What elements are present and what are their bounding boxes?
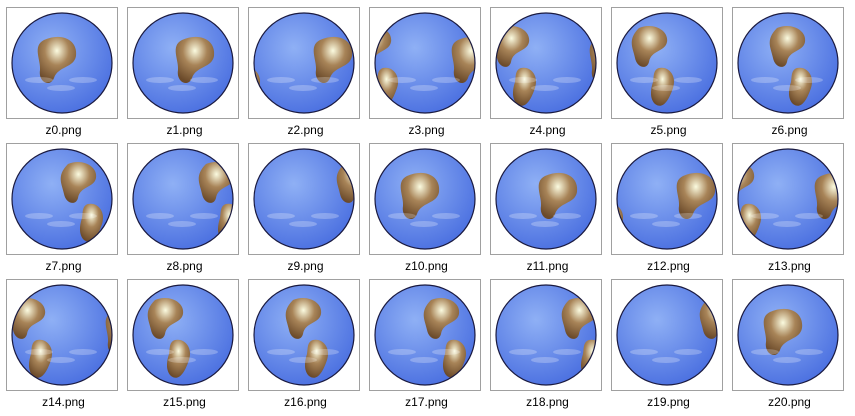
globe-asia-africa-icon	[737, 148, 839, 250]
file-name-label: z9.png	[287, 259, 324, 273]
file-name-label: z18.png	[526, 395, 569, 409]
file-name-label: z17.png	[405, 395, 448, 409]
file-thumbnail[interactable]	[611, 279, 723, 391]
file-name-label: z14.png	[42, 395, 85, 409]
globe-africa-europe-icon	[374, 284, 476, 386]
file-item[interactable]: z16.png	[245, 279, 366, 415]
globe-asia-australia-icon	[132, 148, 234, 250]
file-name-label: z16.png	[284, 395, 327, 409]
file-thumbnail[interactable]	[6, 143, 118, 255]
file-item[interactable]: z6.png	[729, 7, 850, 143]
file-item[interactable]: z7.png	[3, 143, 124, 279]
file-thumbnail[interactable]	[490, 279, 602, 391]
globe-atlantic-icon	[495, 284, 597, 386]
globe-pacific-icon	[737, 12, 839, 114]
globe-pacific-icon	[495, 12, 597, 114]
file-name-label: z10.png	[405, 259, 448, 273]
file-thumbnail[interactable]	[369, 279, 481, 391]
file-name-label: z15.png	[163, 395, 206, 409]
globe-pacific-icon	[616, 12, 718, 114]
file-thumbnail[interactable]	[732, 143, 844, 255]
file-item[interactable]: z8.png	[124, 143, 245, 279]
file-item[interactable]: z13.png	[729, 143, 850, 279]
file-item[interactable]: z5.png	[608, 7, 729, 143]
globe-africa-icon	[132, 284, 234, 386]
file-thumbnail[interactable]	[127, 143, 239, 255]
file-thumbnail[interactable]	[248, 279, 360, 391]
file-thumbnail[interactable]	[732, 7, 844, 119]
file-item[interactable]: z1.png	[124, 7, 245, 143]
file-name-label: z3.png	[408, 123, 445, 137]
globe-pacific-icon	[374, 12, 476, 114]
globe-asia-icon	[495, 148, 597, 250]
file-thumbnail[interactable]	[490, 7, 602, 119]
file-name-label: z19.png	[647, 395, 690, 409]
file-thumbnail[interactable]	[248, 7, 360, 119]
globe-north-america-pacific-icon	[253, 12, 355, 114]
file-thumbnail[interactable]	[369, 143, 481, 255]
file-thumbnail[interactable]	[127, 279, 239, 391]
file-thumbnail[interactable]	[6, 279, 118, 391]
file-name-label: z0.png	[45, 123, 82, 137]
file-item[interactable]: z9.png	[245, 143, 366, 279]
file-thumbnail-grid: z0.png z1.png z2.png z3.png z4.png z5.png z6.p…	[3, 7, 852, 415]
file-name-label: z5.png	[650, 123, 687, 137]
file-item[interactable]: z19.png	[608, 279, 729, 415]
globe-atlantic-americas-icon	[616, 284, 718, 386]
globe-asia-australia-icon	[253, 148, 355, 250]
file-item[interactable]: z12.png	[608, 143, 729, 279]
file-item[interactable]: z11.png	[487, 143, 608, 279]
globe-africa-icon	[11, 284, 113, 386]
globe-americas-icon	[11, 12, 113, 114]
file-item[interactable]: z17.png	[366, 279, 487, 415]
file-name-label: z11.png	[526, 259, 569, 273]
file-thumbnail[interactable]	[611, 7, 723, 119]
globe-americas-icon	[132, 12, 234, 114]
globe-asia-pacific-icon	[11, 148, 113, 250]
file-item[interactable]: z2.png	[245, 7, 366, 143]
file-item[interactable]: z20.png	[729, 279, 850, 415]
file-item[interactable]: z3.png	[366, 7, 487, 143]
file-item[interactable]: z14.png	[3, 279, 124, 415]
globe-asia-australia-icon	[374, 148, 476, 250]
file-name-label: z8.png	[166, 259, 203, 273]
file-name-label: z12.png	[647, 259, 690, 273]
file-name-label: z1.png	[166, 123, 203, 137]
file-thumbnail[interactable]	[369, 7, 481, 119]
file-name-label: z7.png	[45, 259, 82, 273]
file-name-label: z13.png	[768, 259, 811, 273]
file-name-label: z20.png	[768, 395, 811, 409]
file-name-label: z2.png	[287, 123, 324, 137]
globe-asia-india-icon	[616, 148, 718, 250]
file-thumbnail[interactable]	[248, 143, 360, 255]
file-thumbnail[interactable]	[611, 143, 723, 255]
globe-africa-europe-icon	[253, 284, 355, 386]
file-name-label: z4.png	[529, 123, 566, 137]
file-item[interactable]: z4.png	[487, 7, 608, 143]
globe-south-america-icon	[737, 284, 839, 386]
file-item[interactable]: z18.png	[487, 279, 608, 415]
file-thumbnail[interactable]	[490, 143, 602, 255]
file-item[interactable]: z0.png	[3, 7, 124, 143]
file-thumbnail[interactable]	[732, 279, 844, 391]
file-thumbnail[interactable]	[127, 7, 239, 119]
file-item[interactable]: z15.png	[124, 279, 245, 415]
file-thumbnail[interactable]	[6, 7, 118, 119]
file-name-label: z6.png	[771, 123, 808, 137]
file-item[interactable]: z10.png	[366, 143, 487, 279]
